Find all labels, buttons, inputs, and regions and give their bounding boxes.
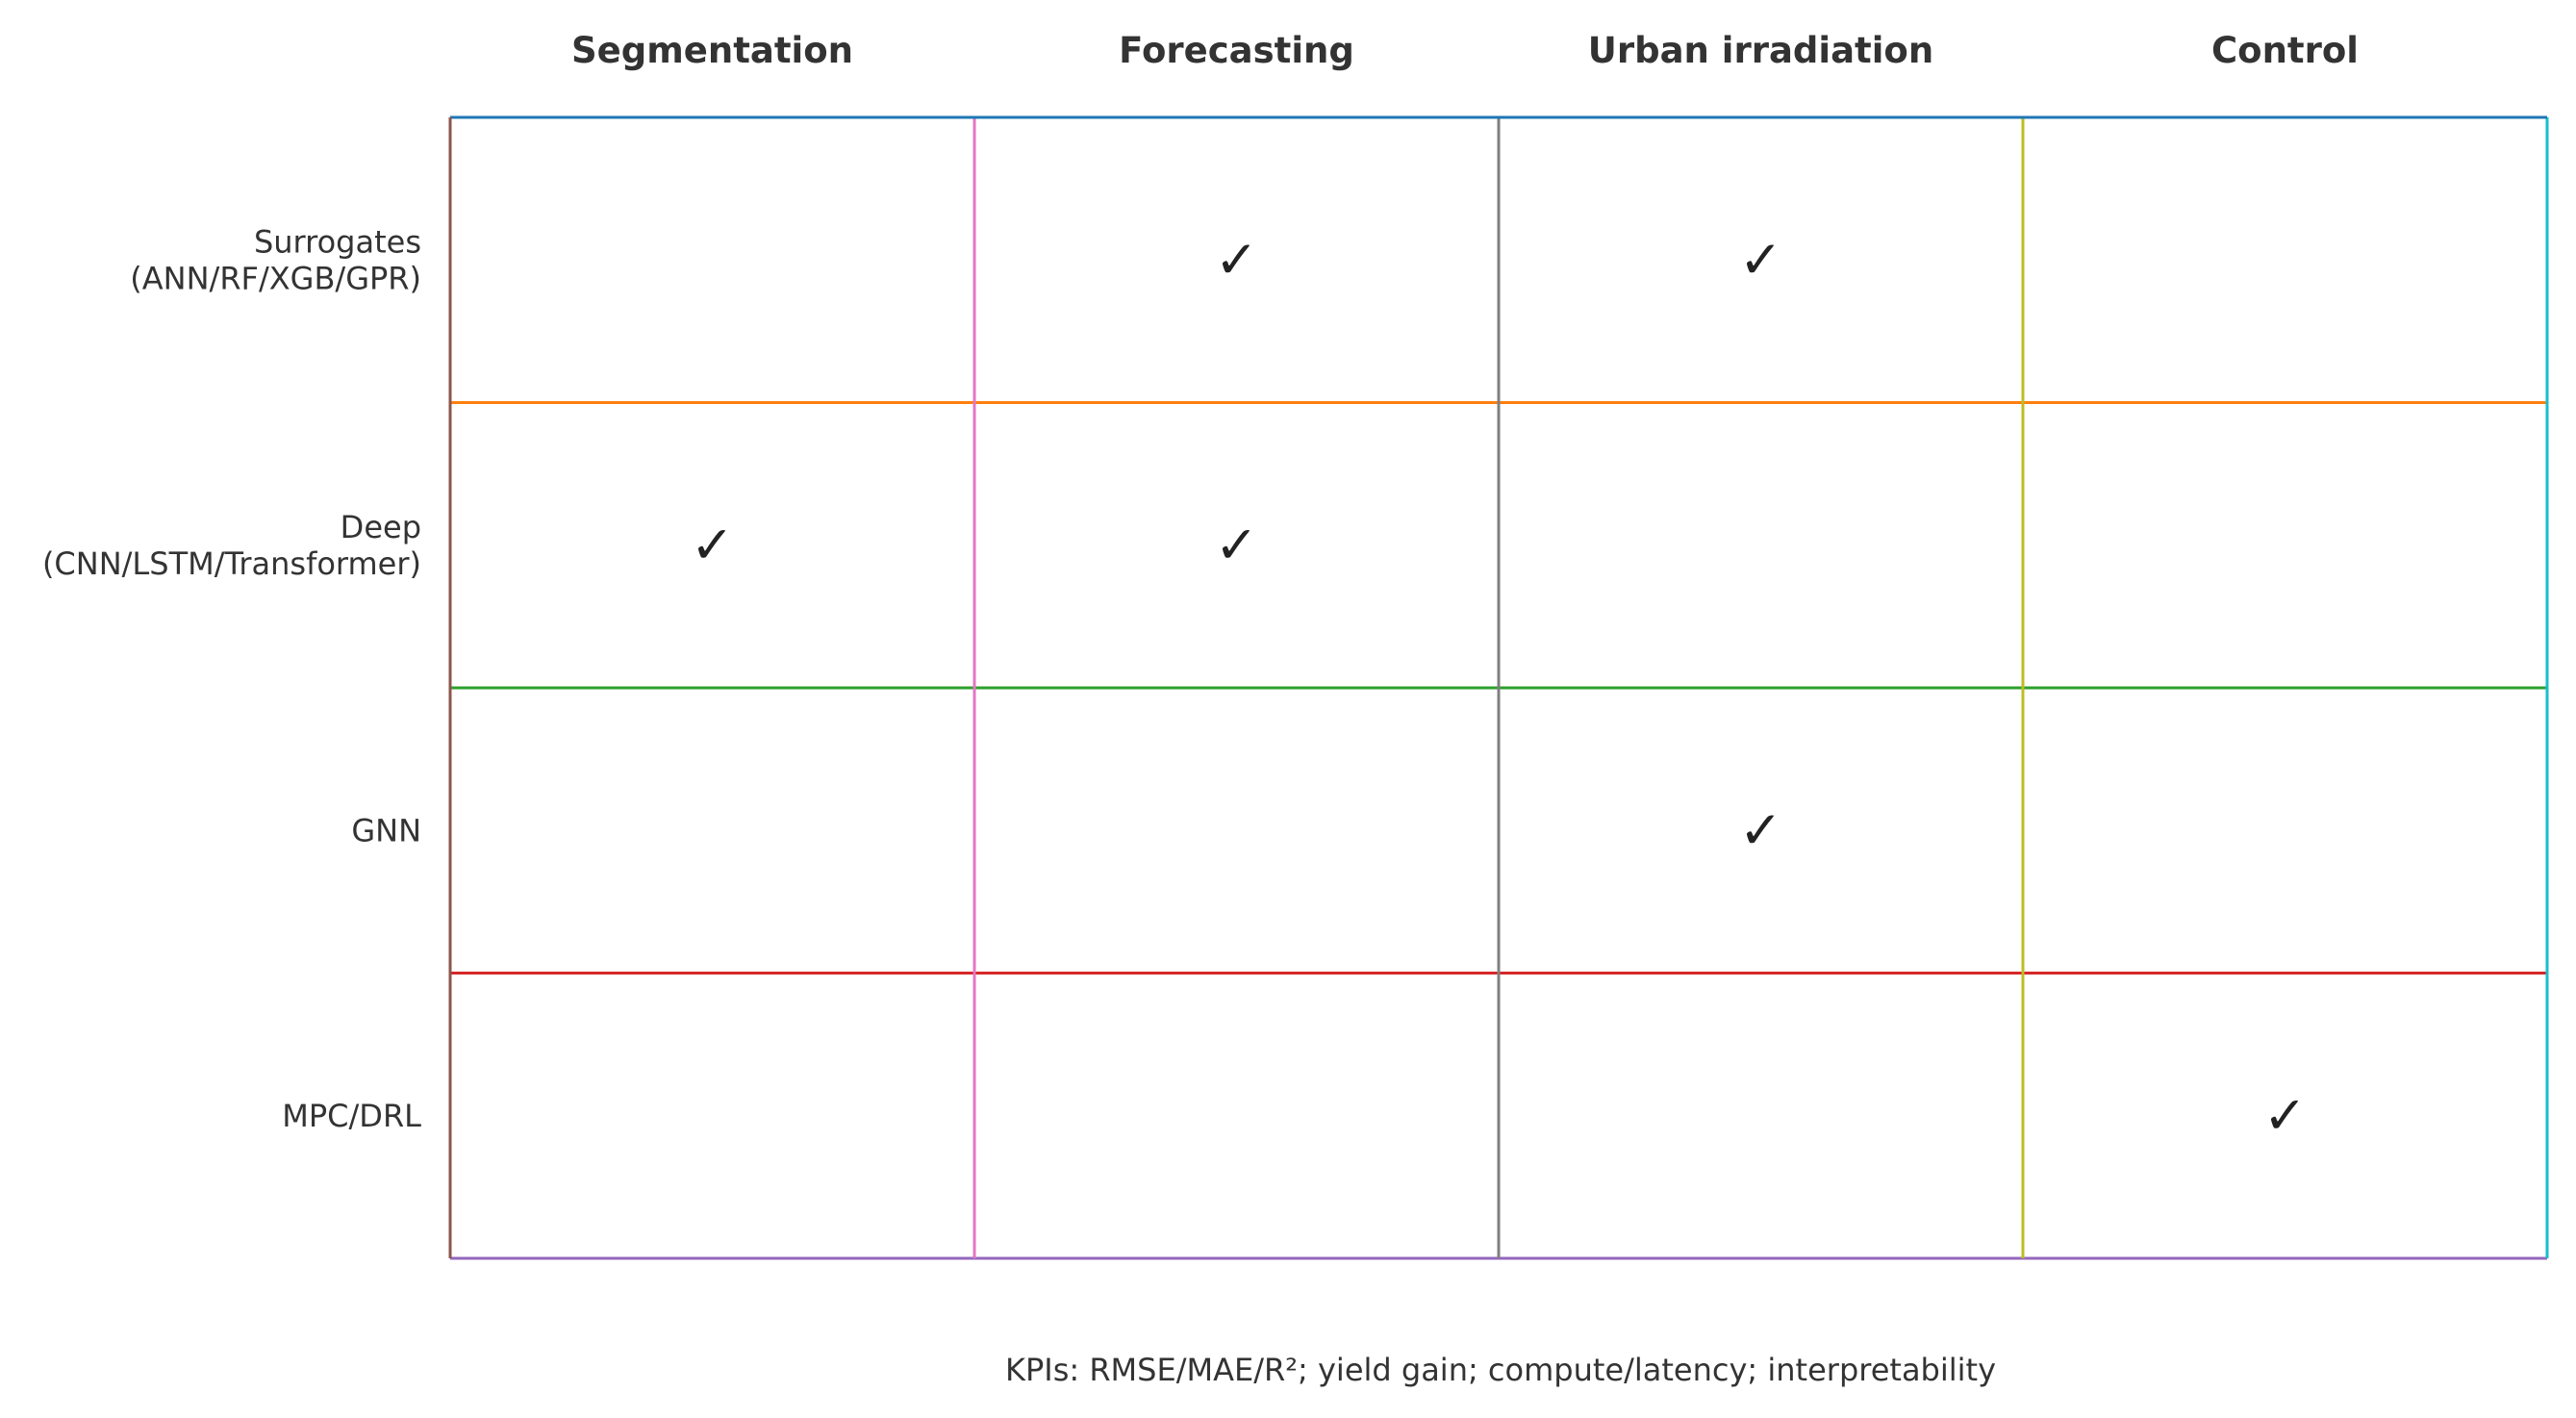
check-icon-r1-c3: ✓ — [1739, 229, 1782, 290]
check-icon-r2-c1: ✓ — [691, 515, 734, 575]
column-header-2: Forecasting — [1119, 30, 1354, 71]
row-labels: Surrogates(ANN/RF/XGB/GPR) Deep(CNN/LSTM/… — [42, 223, 421, 1134]
check-icon-r4-c4: ✓ — [2263, 1085, 2307, 1146]
check-icon-r2-c2: ✓ — [1215, 515, 1258, 575]
grid-lines — [448, 115, 2549, 1260]
row-label-2-line-2: (CNN/LSTM/Transformer) — [42, 545, 421, 582]
column-header-3: Urban irradiation — [1588, 30, 1933, 71]
kpi-caption: KPIs: RMSE/MAE/R²; yield gain; compute/l… — [1005, 1352, 1996, 1388]
row-label-4-line-1: MPC/DRL — [282, 1098, 421, 1134]
check-icon-r1-c2: ✓ — [1215, 229, 1258, 290]
row-label-1-line-1: Surrogates — [254, 223, 421, 260]
check-marks: ✓ ✓ ✓ ✓ ✓ ✓ — [691, 229, 2307, 1146]
row-label-1-line-2: (ANN/RF/XGB/GPR) — [130, 260, 421, 296]
check-icon-r3-c3: ✓ — [1739, 799, 1782, 860]
column-headers: Segmentation Forecasting Urban irradiation… — [571, 30, 2359, 71]
column-header-1: Segmentation — [571, 30, 853, 71]
column-header-4: Control — [2211, 30, 2359, 71]
row-label-2-line-1: Deep — [341, 509, 421, 545]
row-label-3-line-1: GNN — [351, 812, 421, 848]
